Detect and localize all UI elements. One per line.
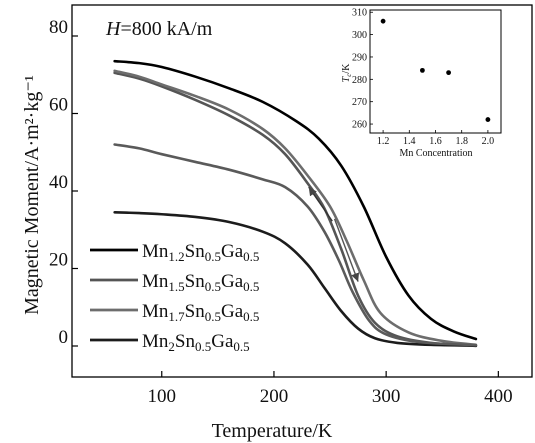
legend-label: Mn1.5Sn0.5Ga0.5 — [142, 271, 259, 294]
main-y-axis-label: Magnetic Moment/A·m²·kg⁻¹ — [21, 75, 43, 315]
inset-data-point — [446, 70, 451, 76]
main-y-tick-label: 20 — [49, 250, 68, 271]
main-y-tick-label: 40 — [49, 172, 68, 193]
inset-y-tick-label: 290 — [352, 52, 367, 63]
inset-data-point — [380, 18, 386, 24]
main-x-tick-label: 100 — [148, 386, 177, 407]
inset-x-tick-label: 1.6 — [429, 136, 442, 147]
main-y-ticks: 0 20 40 60 80 — [49, 17, 78, 348]
main-y-tick-label: 60 — [49, 95, 68, 116]
main-x-tick-label: 200 — [260, 386, 289, 407]
inset-x-tick-label: 2.0 — [482, 136, 495, 147]
main-y-tick-label: 80 — [49, 17, 68, 38]
inset-x-tick-label: 1.2 — [377, 136, 390, 147]
inset-y-axis-label: Tc/K — [341, 63, 353, 82]
inset-y-tick-label: 300 — [352, 30, 367, 41]
inset-y-tick-label: 260 — [352, 120, 367, 131]
main-x-tick-label: 400 — [484, 386, 513, 407]
legend-label: Mn1.7Sn0.5Ga0.5 — [142, 301, 259, 324]
inset-y-tick-label: 270 — [352, 97, 367, 108]
field-annotation: H=800 kA/m — [105, 18, 213, 40]
inset-y-ticks: 260 270 280 290 300 310 — [352, 8, 373, 131]
inset-data-point — [420, 67, 425, 73]
inset-x-tick-label: 1.8 — [455, 136, 468, 147]
main-series-group — [113, 59, 478, 348]
legend: Mn1.2Sn0.5Ga0.5 Mn1.5Sn0.5Ga0.5 Mn1.7Sn0.5… — [90, 241, 259, 354]
cooling-arrow — [308, 186, 333, 222]
inset-y-tick-label: 280 — [352, 75, 367, 86]
heating-arrow — [333, 218, 360, 282]
inset-plot-frame — [369, 9, 502, 134]
inset-points-group — [380, 18, 491, 122]
series-line-1 — [113, 71, 478, 348]
inset-x-ticks: 1.2 1.4 1.6 1.8 2.0 — [377, 130, 494, 147]
hysteresis-arrows — [308, 186, 360, 282]
legend-label: Mn1.2Sn0.5Ga0.5 — [142, 241, 259, 264]
legend-label: Mn2Sn0.5Ga0.5 — [142, 331, 250, 354]
inset-y-tick-label: 310 — [352, 8, 367, 19]
series-line-0 — [113, 59, 478, 341]
main-y-tick-label: 0 — [59, 327, 69, 348]
series-line-3 — [113, 211, 478, 347]
series-line-4 — [113, 143, 478, 347]
inset-data-point — [485, 117, 491, 122]
main-x-axis-label: Temperature/K — [212, 420, 333, 442]
inset-x-axis-label: Mn Concentration — [399, 148, 472, 159]
series-line-2 — [113, 69, 478, 347]
inset-x-tick-label: 1.4 — [403, 136, 416, 147]
main-x-ticks: 100 200 300 400 — [148, 371, 513, 407]
main-x-tick-label: 300 — [372, 386, 401, 407]
